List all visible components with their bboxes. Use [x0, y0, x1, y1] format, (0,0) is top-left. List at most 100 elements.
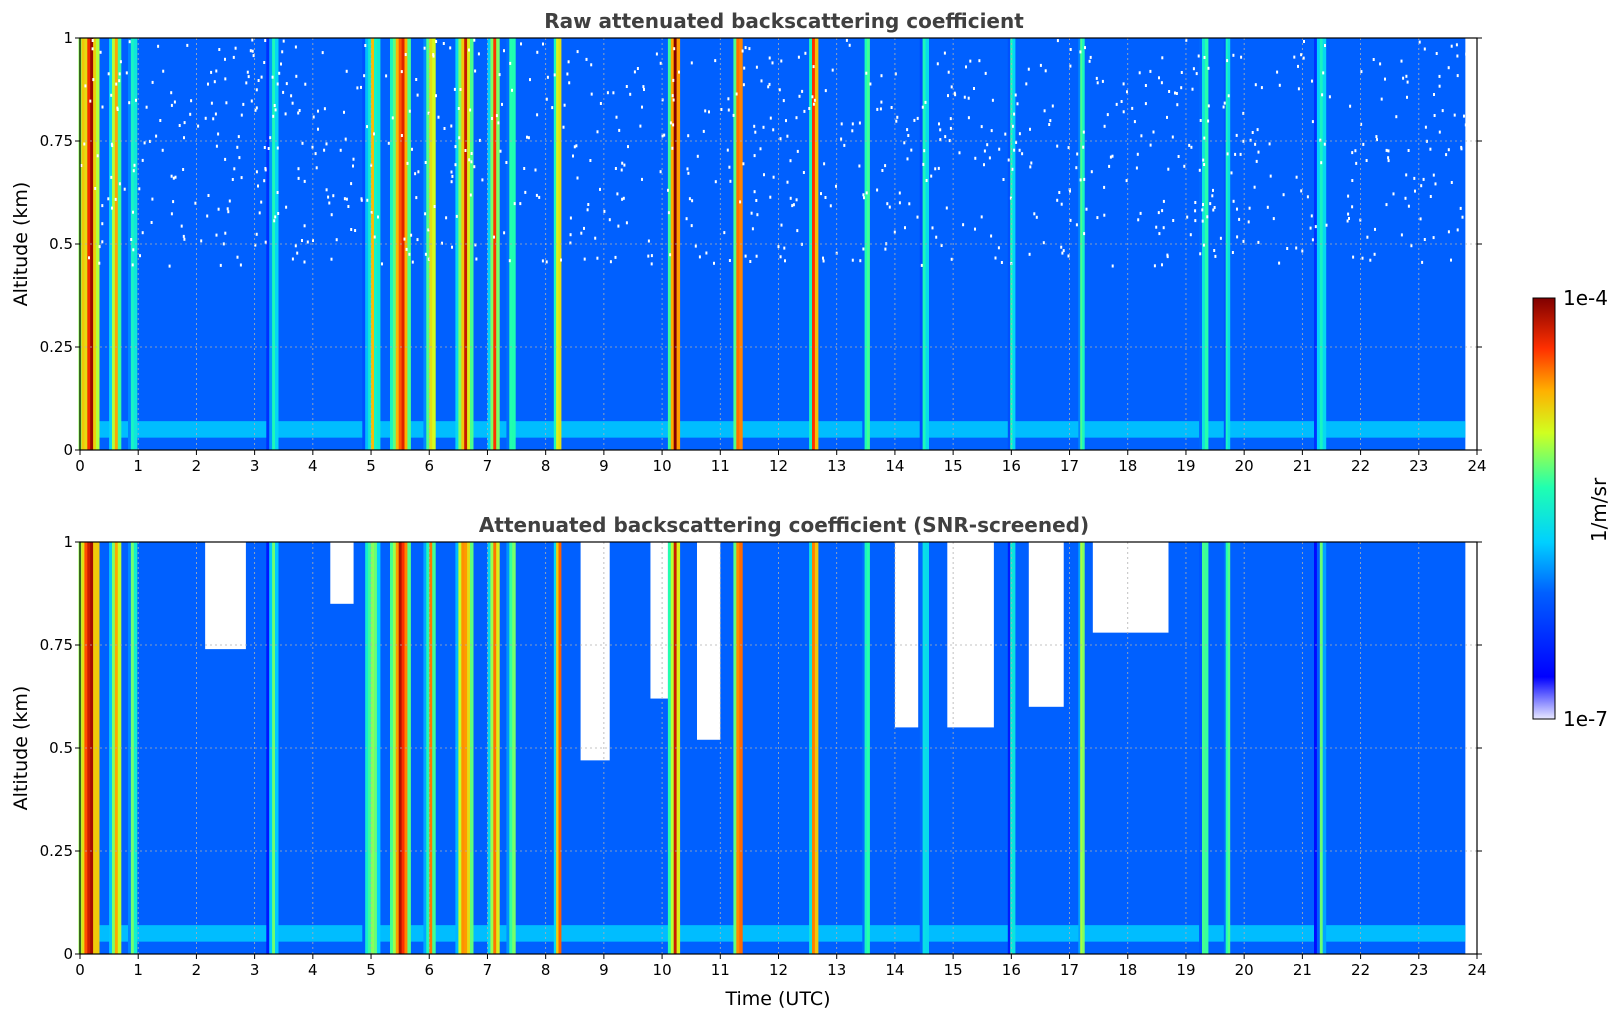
noise-speckle: [895, 119, 898, 123]
noise-speckle: [107, 197, 110, 201]
noise-speckle: [277, 212, 280, 215]
x-tick-label: 10: [653, 961, 672, 979]
noise-speckle: [907, 134, 910, 137]
noise-speckle: [281, 50, 284, 54]
noise-speckle: [1014, 93, 1017, 97]
noise-speckle: [625, 221, 628, 225]
noise-speckle: [1349, 104, 1352, 108]
noise-speckle: [263, 146, 266, 149]
noise-speckle: [1359, 218, 1362, 222]
noise-speckle: [812, 65, 815, 69]
noise-speckle: [859, 259, 862, 263]
noise-speckle: [748, 47, 751, 51]
noise-speckle: [667, 211, 670, 215]
noise-speckle: [141, 231, 144, 235]
noise-speckle: [969, 59, 972, 63]
noise-speckle: [620, 168, 623, 172]
noise-speckle: [1405, 74, 1408, 78]
noise-speckle: [618, 128, 621, 132]
noise-speckle: [1144, 102, 1147, 106]
screened-gap: [1028, 542, 1064, 707]
noise-speckle: [1125, 179, 1128, 183]
noise-speckle: [1149, 143, 1152, 147]
noise-speckle: [1079, 50, 1082, 54]
noise-speckle: [520, 42, 522, 46]
noise-speckle: [1432, 173, 1435, 177]
noise-speckle: [1325, 223, 1328, 227]
noise-speckle: [219, 263, 222, 267]
cloud-column-strip: [736, 542, 740, 954]
x-tick-label: 24: [1467, 457, 1486, 475]
noise-speckle: [609, 260, 612, 264]
cloud-column-strip: [558, 542, 562, 954]
cloud-column-strip: [556, 542, 559, 954]
x-tick-label: 20: [1235, 457, 1254, 475]
noise-speckle: [843, 143, 846, 147]
cloud-column-strip: [432, 38, 436, 450]
screened-gap: [697, 542, 721, 740]
cloud-column-strip: [96, 542, 100, 954]
noise-speckle: [312, 115, 315, 119]
noise-speckle: [1030, 161, 1033, 165]
noise-speckle: [1028, 252, 1031, 256]
noise-speckle: [696, 154, 699, 158]
noise-speckle: [228, 199, 231, 203]
x-tick-label: 22: [1351, 457, 1370, 475]
noise-speckle: [1101, 79, 1104, 83]
noise-speckle: [1242, 111, 1245, 115]
noise-speckle: [527, 136, 530, 140]
noise-speckle: [323, 107, 326, 111]
noise-speckle: [110, 175, 113, 179]
noise-speckle: [1202, 203, 1204, 206]
noise-speckle: [381, 262, 383, 266]
noise-speckle: [1079, 178, 1082, 182]
noise-speckle: [974, 227, 976, 231]
noise-speckle: [377, 215, 379, 219]
noise-speckle: [596, 130, 599, 134]
cloud-column-strip: [467, 38, 471, 450]
noise-speckle: [782, 99, 785, 103]
noise-speckle: [614, 255, 617, 259]
noise-speckle: [125, 71, 128, 75]
cloud-column-strip: [128, 38, 132, 450]
noise-speckle: [215, 69, 218, 73]
noise-speckle: [291, 101, 294, 105]
cloud-column-strip: [112, 38, 116, 450]
noise-speckle: [101, 222, 104, 226]
noise-speckle: [569, 241, 572, 245]
noise-speckle: [1257, 150, 1260, 154]
noise-speckle: [148, 139, 151, 143]
noise-speckle: [1384, 77, 1386, 81]
noise-speckle: [1035, 215, 1038, 219]
noise-speckle: [950, 85, 953, 89]
noise-speckle: [317, 127, 319, 131]
noise-speckle: [200, 239, 203, 243]
x-tick-label: 2: [192, 961, 202, 979]
cloud-column-strip: [1007, 542, 1011, 954]
noise-speckle: [801, 89, 804, 93]
noise-speckle: [411, 147, 413, 151]
noise-speckle: [1242, 139, 1245, 143]
noise-speckle: [183, 121, 186, 125]
noise-speckle: [400, 70, 403, 74]
noise-speckle: [255, 232, 258, 236]
noise-speckle: [172, 176, 175, 180]
noise-speckle: [1254, 142, 1257, 146]
noise-speckle: [131, 263, 134, 267]
noise-speckle: [727, 108, 730, 112]
noise-speckle: [822, 259, 825, 263]
noise-speckle: [1352, 255, 1355, 259]
panel-raw-title: Raw attenuated backscattering coefficien…: [544, 9, 1024, 33]
screened-gap: [894, 542, 919, 728]
noise-speckle: [1202, 158, 1205, 162]
x-tick-label: 18: [1118, 961, 1137, 979]
noise-speckle: [1429, 147, 1432, 151]
noise-speckle: [373, 132, 375, 136]
noise-speckle: [301, 239, 303, 242]
noise-speckle: [1060, 245, 1063, 249]
noise-speckle: [251, 49, 254, 53]
panel-screened-y-label: Altitude (km): [10, 686, 32, 811]
noise-speckle: [672, 78, 675, 82]
noise-speckle: [1180, 71, 1183, 74]
noise-speckle: [908, 202, 911, 206]
